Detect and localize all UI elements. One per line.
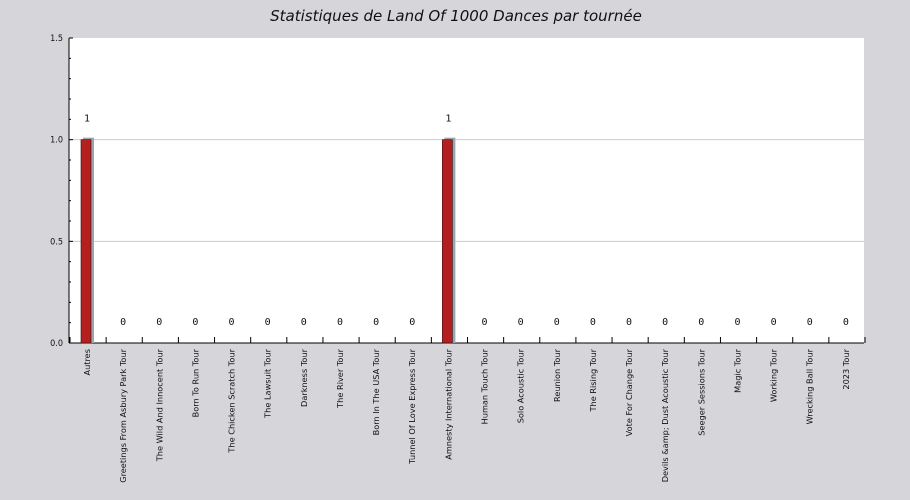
x-tick-label: Amnesty International Tour xyxy=(443,348,453,459)
y-tick-label: 0.5 xyxy=(50,237,63,247)
data-label: 0 xyxy=(229,317,235,328)
data-label: 1 xyxy=(84,114,90,125)
data-label: 1 xyxy=(445,114,451,125)
data-label: 0 xyxy=(807,317,813,328)
x-tick-label: Autres xyxy=(82,349,92,376)
data-label: 0 xyxy=(301,317,307,328)
y-axis-ticks: 0.0 0.5 1.0 1.5 xyxy=(50,34,63,349)
x-axis-ticks: Autres Greetings From Asbury Park Tour The… xyxy=(82,348,851,482)
x-tick-label: Solo Acoustic Tour xyxy=(516,348,526,423)
data-label: 0 xyxy=(734,317,740,328)
y-tick-label: 1.0 xyxy=(50,136,63,146)
data-label: 0 xyxy=(373,317,379,328)
x-tick-label: Darkness Tour xyxy=(299,348,309,407)
bars xyxy=(80,137,456,344)
x-tick-label: The River Tour xyxy=(335,348,345,408)
data-label: 0 xyxy=(156,317,162,328)
x-tick-label: Human Touch Tour xyxy=(480,348,490,424)
data-label: 0 xyxy=(120,317,126,328)
x-tick-label: Reunion Tour xyxy=(552,348,562,402)
x-tick-label: The Wild And Innocent Tour xyxy=(154,348,164,462)
x-tick-label: The Chicken Scratch Tour xyxy=(227,348,237,453)
data-label: 0 xyxy=(265,317,271,328)
data-label: 0 xyxy=(518,317,524,328)
y-tick-label: 0.0 xyxy=(50,339,63,349)
data-label: 0 xyxy=(662,317,668,328)
x-tick-label: Wrecking Ball Tour xyxy=(805,348,815,424)
chart-title: Statistiques de Land Of 1000 Dances par … xyxy=(270,7,642,25)
data-labels: 1 0 0 0 0 0 0 0 0 0 1 0 0 0 0 0 0 0 0 0 0 0 xyxy=(84,114,849,328)
data-label: 0 xyxy=(554,317,560,328)
data-label: 0 xyxy=(843,317,849,328)
plot-area xyxy=(69,38,864,343)
x-tick-label: 2023 Tour xyxy=(841,348,851,389)
data-label: 0 xyxy=(192,317,198,328)
grid-lines xyxy=(69,139,864,242)
x-tick-label: The Lawsuit Tour xyxy=(263,348,273,418)
x-tick-label: Devils &amp; Dust Acoustic Tour xyxy=(660,348,670,482)
data-label: 0 xyxy=(409,317,415,328)
data-label: 0 xyxy=(590,317,596,328)
x-tick-label: Born In The USA Tour xyxy=(371,348,381,435)
axes xyxy=(68,37,866,344)
x-tick-label: Magic Tour xyxy=(732,348,742,392)
data-label: 0 xyxy=(337,317,343,328)
data-label: 0 xyxy=(771,317,777,328)
data-label: 0 xyxy=(626,317,632,328)
x-tick-label: The Rising Tour xyxy=(588,348,598,412)
x-tick-label: Working Tour xyxy=(769,348,779,402)
x-tick-label: Vote For Change Tour xyxy=(624,348,634,436)
bar xyxy=(442,139,453,344)
data-label: 0 xyxy=(698,317,704,328)
x-tick-label: Tunnel Of Love Express Tour xyxy=(407,348,417,464)
x-tick-label: Greetings From Asbury Park Tour xyxy=(118,348,128,482)
bar xyxy=(80,139,92,344)
x-tick-label: Born To Run Tour xyxy=(190,348,200,417)
y-tick-label: 1.5 xyxy=(50,34,63,44)
x-tick-label: Seeger Sessions Tour xyxy=(696,348,706,435)
data-label: 0 xyxy=(481,317,487,328)
